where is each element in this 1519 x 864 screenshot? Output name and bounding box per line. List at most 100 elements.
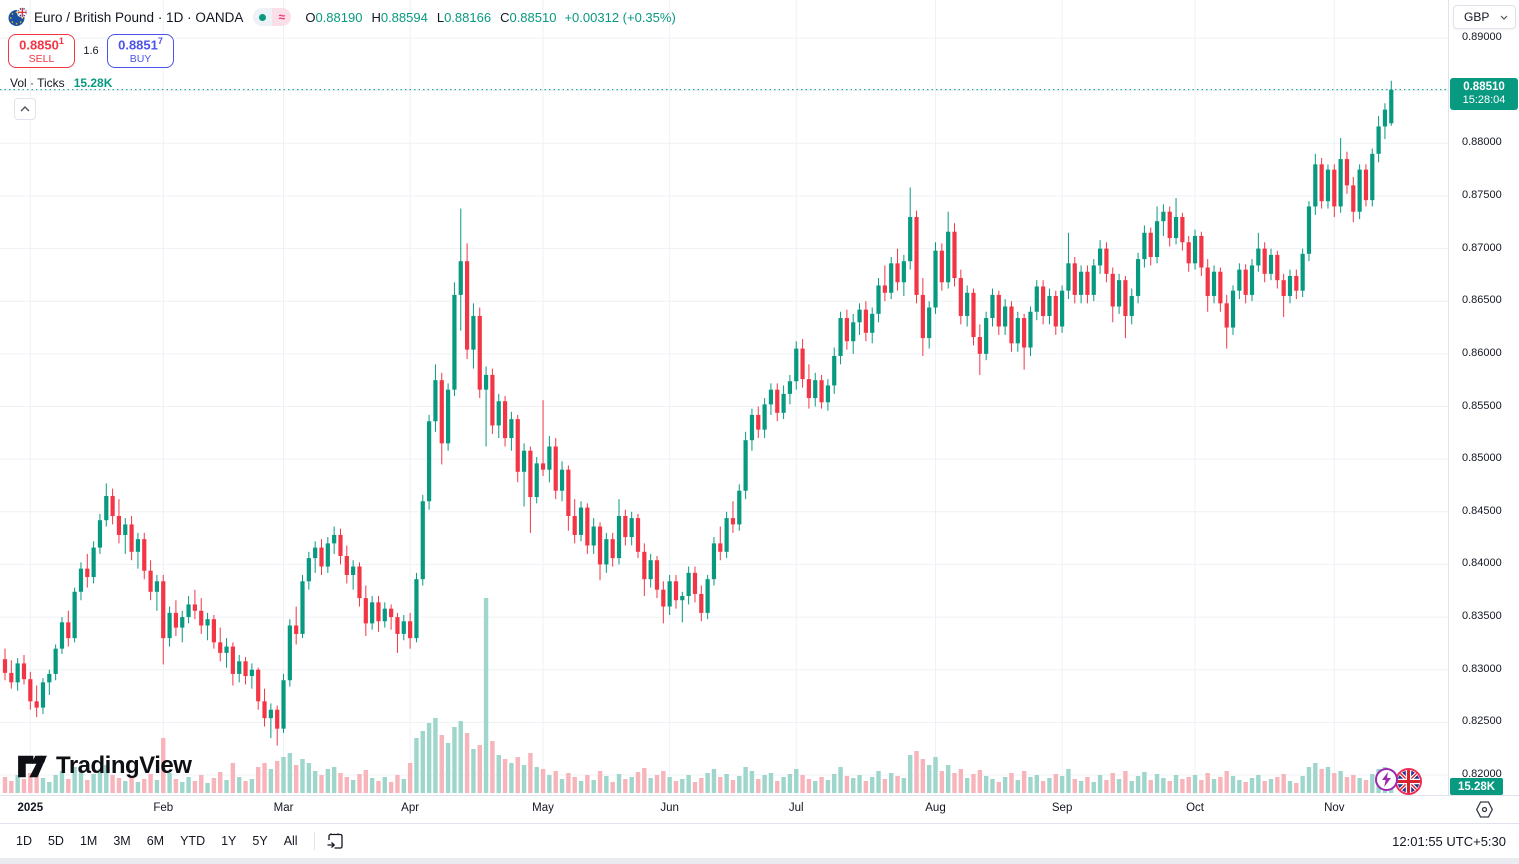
candle xyxy=(1161,204,1166,236)
volume-bar xyxy=(1161,778,1166,793)
candle xyxy=(1079,265,1084,304)
candle xyxy=(933,242,938,314)
volume-bar xyxy=(180,782,185,793)
volume-bar xyxy=(395,775,400,793)
bottom-toolbar: 1D 5D 1M 3M 6M YTD 1Y 5Y All 12:01:55 UTC+5:30 xyxy=(0,823,1519,858)
volume-bar xyxy=(1015,780,1020,793)
volume-bar xyxy=(452,727,457,793)
candle xyxy=(1034,280,1039,321)
range-button-All[interactable]: All xyxy=(283,834,298,848)
candle xyxy=(737,484,742,531)
range-button-YTD[interactable]: YTD xyxy=(180,834,206,848)
goto-date-button[interactable] xyxy=(323,829,349,853)
volume-value-badge: 15.28K xyxy=(1450,778,1503,795)
volume-bar xyxy=(1319,769,1324,793)
candle xyxy=(249,663,254,689)
candle xyxy=(351,560,356,590)
gbp-flag-icon[interactable] xyxy=(1395,768,1422,795)
volume-bar xyxy=(553,771,558,793)
volume-bar xyxy=(218,772,223,793)
time-axis[interactable]: 2025 Feb Mar Apr May Jun Jul Aug Sep Oct Nov xyxy=(0,795,1519,823)
candle xyxy=(901,254,906,296)
volume-bar xyxy=(914,751,919,793)
candle xyxy=(47,669,52,695)
volume-bar xyxy=(1249,778,1255,793)
candle xyxy=(1237,263,1242,300)
sell-button[interactable]: 0.88501 SELL xyxy=(8,34,75,68)
volume-bar xyxy=(382,777,387,793)
volume-bar xyxy=(300,759,305,793)
candle xyxy=(547,435,552,483)
volume-bar xyxy=(889,773,894,793)
range-button-5Y[interactable]: 5Y xyxy=(252,834,268,848)
volume-bar xyxy=(1237,780,1242,793)
volume-bar xyxy=(768,773,774,793)
volume-bar xyxy=(977,770,983,793)
candle xyxy=(661,581,666,624)
volume-bar xyxy=(1104,780,1109,793)
candle xyxy=(401,614,406,641)
candle xyxy=(452,282,457,396)
candle xyxy=(762,398,767,439)
range-button-1Y[interactable]: 1Y xyxy=(221,834,237,848)
candlestick-chart[interactable] xyxy=(0,0,1448,795)
fast-trade-lightning-icon[interactable] xyxy=(1375,768,1398,791)
candle xyxy=(85,553,90,588)
range-button-1M[interactable]: 1M xyxy=(79,834,98,848)
volume-indicator-name[interactable]: Vol · Ticks xyxy=(10,76,65,90)
collapse-legend-button[interactable] xyxy=(14,98,36,120)
volume-bar xyxy=(1294,783,1299,793)
volume-bar xyxy=(148,774,153,793)
market-status-pill[interactable]: ≈ xyxy=(253,8,292,26)
price-axis[interactable]: GBP 0.89000 0.88000 0.87500 0.87000 0.86500 0… xyxy=(1448,0,1519,823)
time-axis-label-Jun: Jun xyxy=(660,802,679,814)
chart-pane[interactable]: Euro / British Pound · 1D · OANDA ≈ O0.8… xyxy=(0,0,1448,795)
volume-bar xyxy=(414,738,419,793)
volume-bar xyxy=(1256,775,1261,793)
session-clock[interactable]: 12:01:55 UTC+5:30 xyxy=(1392,834,1506,849)
volume-bar xyxy=(350,780,356,793)
time-axis-label-Nov: Nov xyxy=(1324,802,1345,814)
candle xyxy=(870,307,875,344)
date-range-buttons: 1D 5D 1M 3M 6M YTD 1Y 5Y All xyxy=(8,831,306,851)
volume-bar xyxy=(21,779,27,793)
candle xyxy=(1047,288,1052,325)
candle xyxy=(642,543,647,597)
currency-selector[interactable]: GBP xyxy=(1453,5,1516,29)
candle xyxy=(1351,176,1356,223)
candle xyxy=(1053,290,1058,335)
candle xyxy=(851,313,856,354)
candle xyxy=(825,379,830,411)
candle xyxy=(224,638,229,668)
chevron-down-icon xyxy=(1500,15,1508,20)
volume-bar xyxy=(1173,775,1179,793)
candle xyxy=(1268,248,1274,281)
price-axis-label: 0.84000 xyxy=(1462,557,1502,570)
volume-bar xyxy=(1110,773,1115,793)
range-button-3M[interactable]: 3M xyxy=(113,834,131,848)
candle xyxy=(977,324,982,375)
volume-bar xyxy=(1211,779,1217,793)
candle xyxy=(1287,269,1293,304)
candle xyxy=(1148,227,1153,266)
volume-bar xyxy=(737,776,742,793)
volume-bar xyxy=(237,777,242,793)
range-button-6M[interactable]: 6M xyxy=(146,834,165,848)
buy-button[interactable]: 0.88517 BUY xyxy=(107,34,174,68)
candle xyxy=(597,522,603,581)
volume-bar xyxy=(1344,777,1350,793)
volume-bar xyxy=(230,763,236,793)
currency-label: GBP xyxy=(1464,10,1490,24)
volume-bar xyxy=(692,782,698,793)
symbol-title[interactable]: Euro / British Pound · 1D · OANDA xyxy=(34,9,244,25)
volume-bar xyxy=(1281,774,1286,793)
range-button-1D[interactable]: 1D xyxy=(16,834,32,848)
volume-bar xyxy=(711,769,717,793)
price-axis-label: 0.89000 xyxy=(1462,31,1502,43)
time-axis-label-Oct: Oct xyxy=(1186,802,1204,814)
volume-bar xyxy=(990,779,995,793)
volume-bar xyxy=(1186,777,1191,793)
scale-settings-hexagon-icon[interactable] xyxy=(1475,800,1494,819)
candle xyxy=(990,288,995,327)
range-button-5D[interactable]: 5D xyxy=(47,834,64,848)
